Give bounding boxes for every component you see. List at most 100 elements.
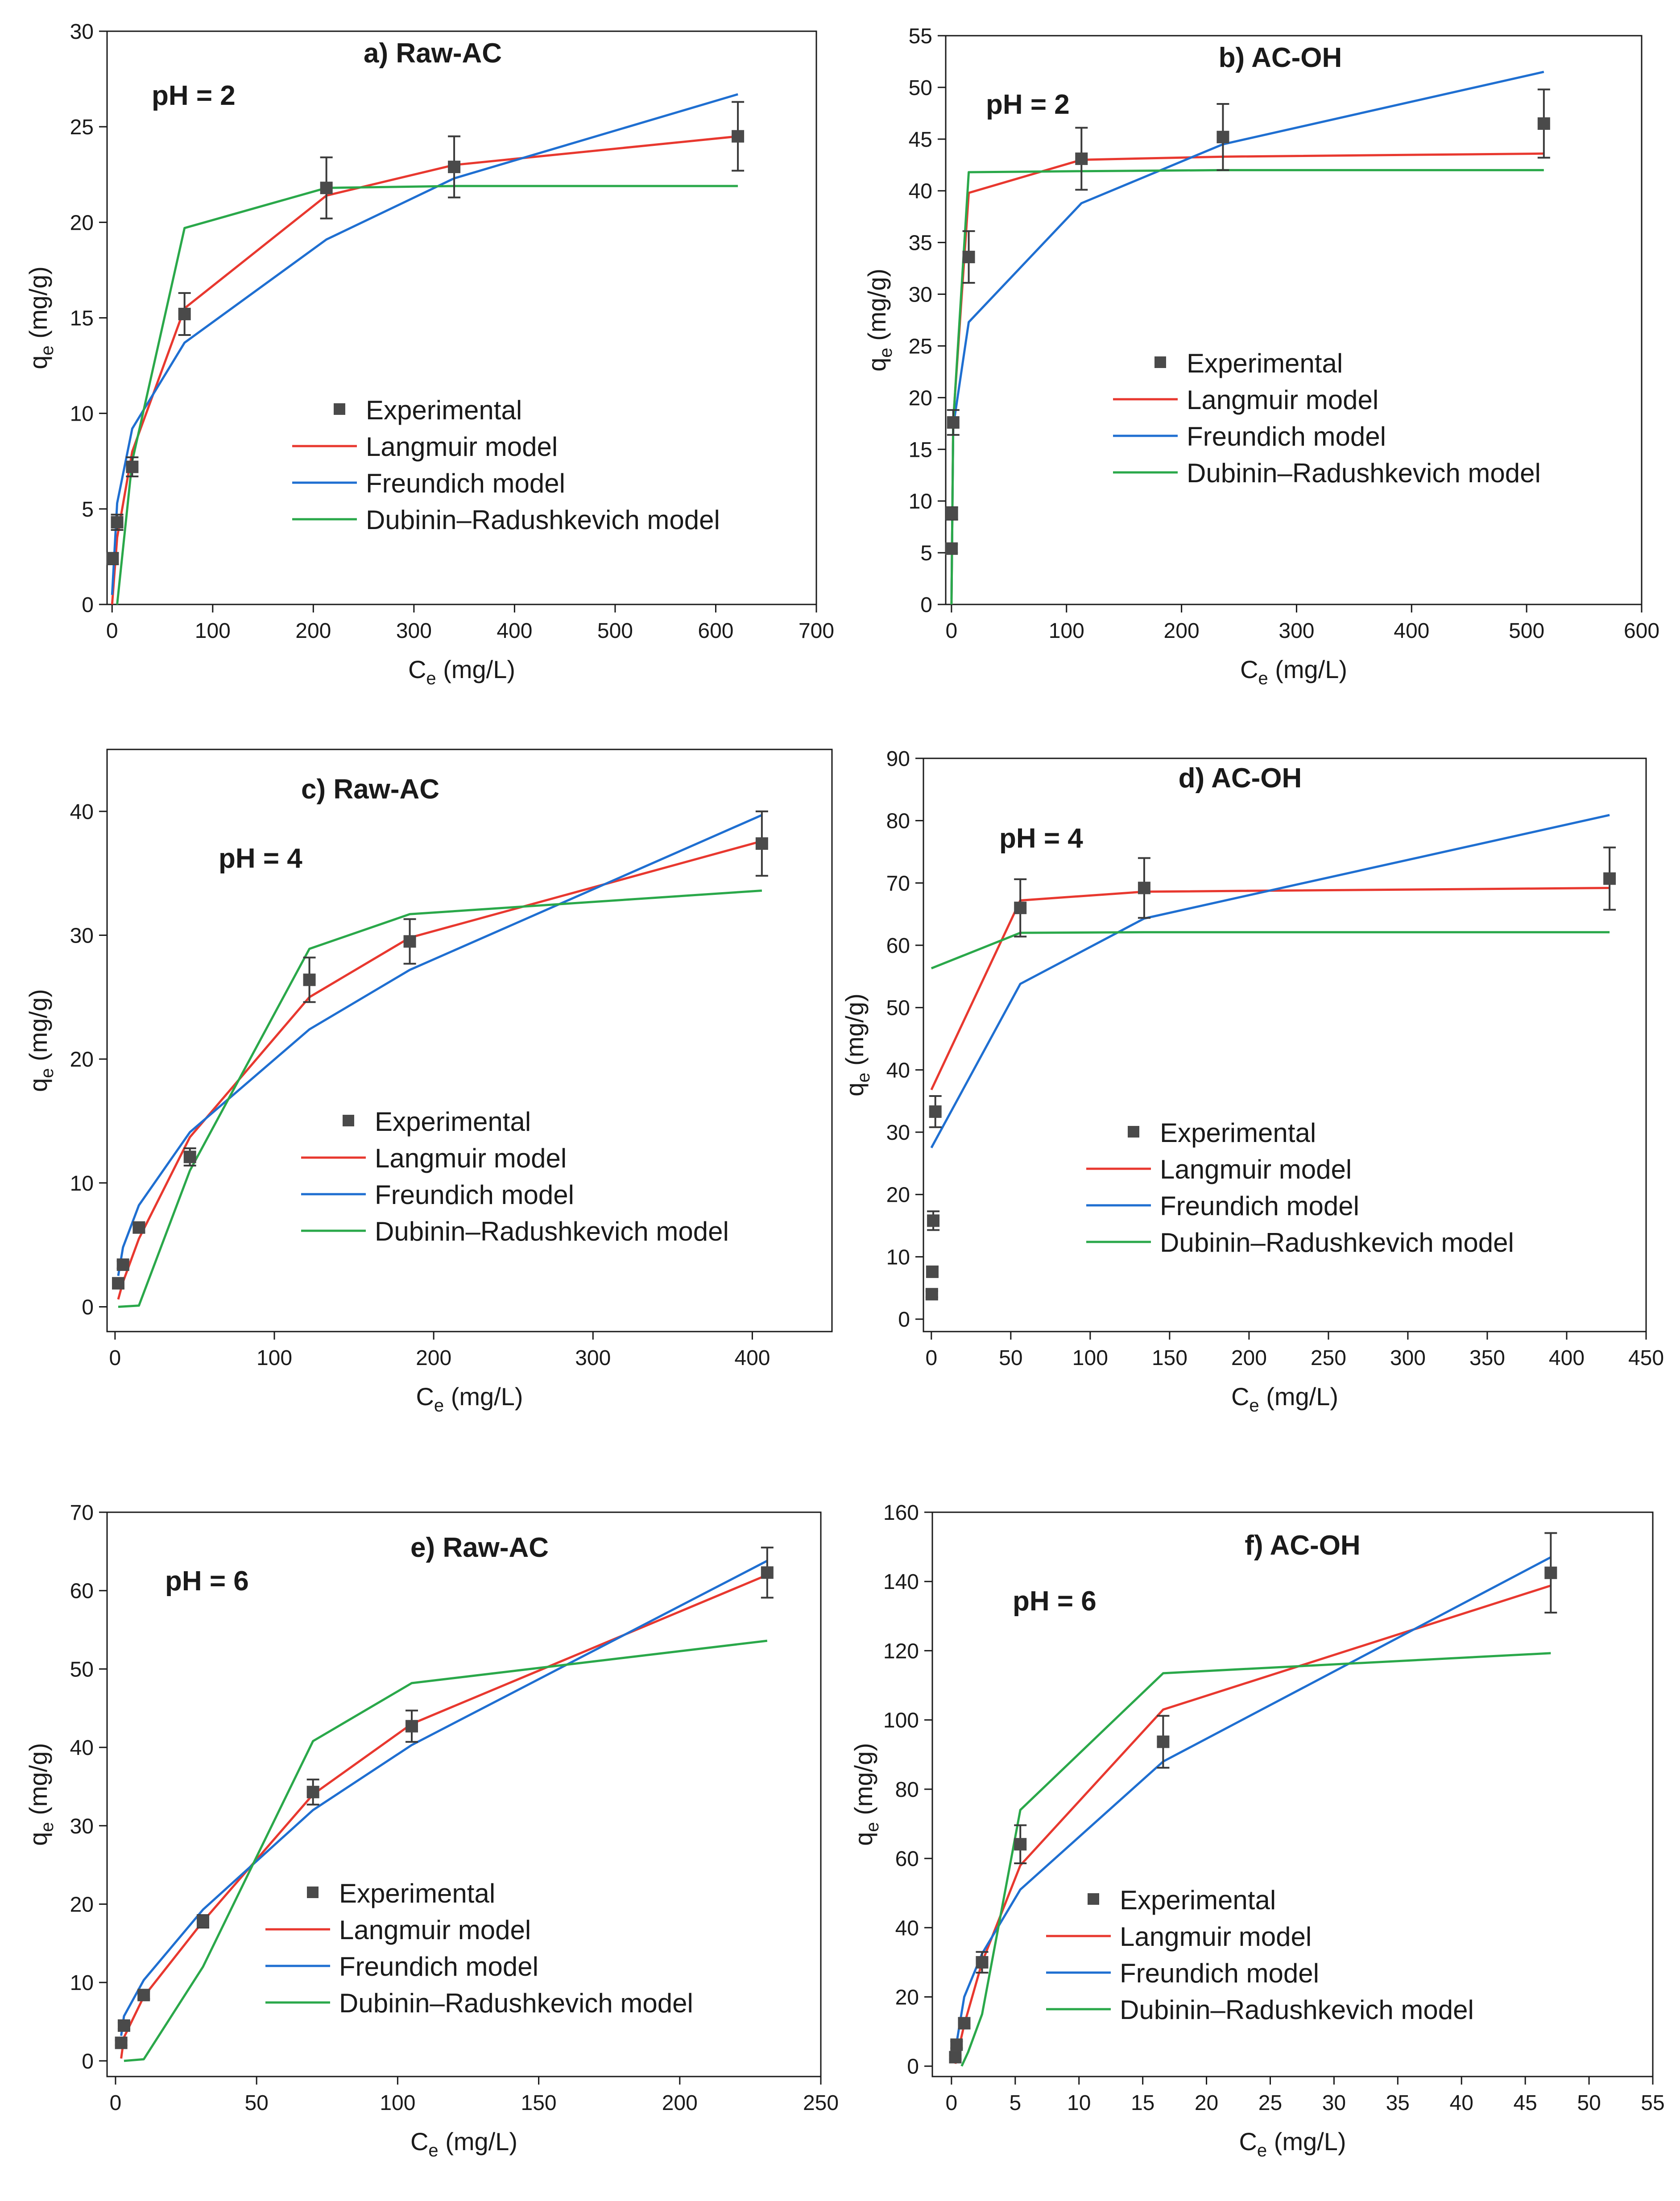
legend-marker-experimental <box>334 403 345 415</box>
experimental-point <box>306 1786 319 1799</box>
y-tick-label: 100 <box>883 1709 919 1733</box>
experimental-point <box>947 416 960 429</box>
x-tick-label: 300 <box>1279 619 1314 643</box>
y-tick-label: 10 <box>886 1245 910 1269</box>
experimental-point <box>116 1258 129 1271</box>
experimental-point <box>949 2051 962 2064</box>
x-tick-label: 300 <box>575 1346 611 1370</box>
plot-frame <box>923 757 1647 1332</box>
experimental-point <box>929 1105 942 1118</box>
x-tick-label: 50 <box>1577 2091 1601 2115</box>
panel-f: 0 5 10 15 20 25 30 35 40 45 50 55 0 20 40 60 80 100 120 140… <box>849 1501 1665 2160</box>
y-tick-label: 40 <box>886 1059 910 1082</box>
y-axis-label: qe (mg/g) <box>24 266 57 369</box>
y-tick-label: 40 <box>895 1916 919 1940</box>
legend-label: Dubinin–Radushkevich model <box>339 1988 693 2018</box>
legend-label: Langmuir model <box>1120 1922 1312 1952</box>
experimental-point <box>1014 902 1027 914</box>
series-line-dr <box>116 185 738 605</box>
series-line-freundlich <box>954 1556 1552 2051</box>
series-line-dr <box>960 1652 1551 2067</box>
y-tick-label: 0 <box>920 593 932 617</box>
experimental-point <box>1075 152 1088 165</box>
x-tick-label: 10 <box>1067 2091 1091 2115</box>
y-tick-label: 90 <box>886 747 910 771</box>
legend-label: Experimental <box>1120 1885 1276 1915</box>
x-axis-label: Ce (mg/L) <box>1231 1382 1338 1415</box>
panel-title: c) Raw-AC <box>301 774 439 805</box>
legend-label: Dubinin–Radushkevich model <box>1160 1228 1514 1258</box>
y-tick-label: 40 <box>909 180 932 203</box>
y-tick-label: 5 <box>82 498 94 521</box>
x-tick-label: 600 <box>1624 619 1659 643</box>
y-tick-label: 0 <box>898 1308 910 1332</box>
experimental-point <box>1014 1838 1027 1851</box>
y-tick-label: 80 <box>886 810 910 833</box>
y-tick-label: 10 <box>70 1971 94 1995</box>
legend-marker-experimental <box>1154 356 1166 368</box>
y-tick-label: 15 <box>909 438 932 462</box>
experimental-point <box>926 1265 939 1278</box>
x-tick-label: 150 <box>1152 1346 1188 1370</box>
y-tick-label: 60 <box>70 1580 94 1603</box>
panel-d: 0 50 100 150 200 250 300 350 400 450 0 10 20 30 40 50 60… <box>840 747 1664 1415</box>
x-tick-label: 400 <box>1549 1346 1585 1370</box>
series-line-langmuir <box>950 152 1544 605</box>
y-axis-label: qe (mg/g) <box>24 1743 57 1846</box>
series-line-freundlich <box>117 814 762 1276</box>
panel-title: b) AC-OH <box>1219 42 1342 73</box>
x-tick-label: 0 <box>106 619 118 643</box>
x-tick-label: 250 <box>1311 1346 1346 1370</box>
legend: Experimental Langmuir model Freundich mode… <box>301 1107 729 1246</box>
x-tick-label: 500 <box>597 619 633 643</box>
experimental-point <box>927 1214 940 1227</box>
experimental-point <box>1217 131 1229 144</box>
experimental-point <box>1603 872 1616 885</box>
ph-annotation: pH = 4 <box>999 823 1083 854</box>
legend: Experimental Langmuir model Freundich mode… <box>1046 1885 1474 2025</box>
experimental-point <box>115 2036 128 2049</box>
ph-annotation: pH = 2 <box>152 80 236 111</box>
x-tick-label: 350 <box>1469 1346 1505 1370</box>
y-tick-label: 10 <box>70 402 94 426</box>
experimental-point <box>132 1221 145 1234</box>
y-tick-label: 50 <box>909 76 932 100</box>
x-axis-label: Ce (mg/L) <box>1240 655 1347 688</box>
legend: Experimental Langmuir model Freundich mode… <box>265 1878 693 2018</box>
y-tick-label: 20 <box>886 1183 910 1207</box>
legend-label: Dubinin–Radushkevich model <box>375 1216 729 1246</box>
x-tick-label: 50 <box>244 2091 268 2115</box>
x-tick-label: 150 <box>521 2091 557 2115</box>
series-line-dr <box>124 1639 768 2062</box>
legend-marker-experimental <box>343 1115 354 1126</box>
y-axis-label: qe (mg/g) <box>24 989 57 1092</box>
plot-frame <box>106 749 833 1332</box>
x-tick-label: 200 <box>295 619 331 643</box>
experimental-point <box>945 542 958 555</box>
experimental-point <box>755 837 768 850</box>
experimental-point <box>950 2038 963 2051</box>
experimental-point <box>1537 117 1550 130</box>
legend-label: Langmuir model <box>375 1143 567 1173</box>
x-tick-label: 25 <box>1258 2091 1282 2115</box>
experimental-point <box>1544 1566 1557 1579</box>
x-tick-label: 200 <box>1164 619 1200 643</box>
plot-frame <box>945 35 1643 605</box>
legend-label: Experimental <box>375 1107 531 1137</box>
experimental-point <box>183 1150 196 1163</box>
legend-label: Experimental <box>1187 348 1343 378</box>
y-tick-label: 40 <box>70 800 94 824</box>
x-tick-label: 200 <box>662 2091 698 2115</box>
experimental-point <box>1157 1735 1170 1748</box>
x-tick-label: 500 <box>1509 619 1544 643</box>
y-axis-label: qe (mg/g) <box>840 993 873 1096</box>
x-tick-label: 700 <box>799 619 834 643</box>
experimental-point <box>958 2017 971 2030</box>
x-axis-label: Ce (mg/L) <box>416 1382 523 1415</box>
y-tick-label: 0 <box>907 2055 919 2079</box>
y-tick-label: 120 <box>883 1639 919 1663</box>
experimental-point <box>1138 881 1150 894</box>
legend-label: Dubinin–Radushkevich model <box>1120 1995 1474 2025</box>
legend-label: Freundich model <box>375 1180 574 1210</box>
y-tick-label: 50 <box>70 1658 94 1681</box>
